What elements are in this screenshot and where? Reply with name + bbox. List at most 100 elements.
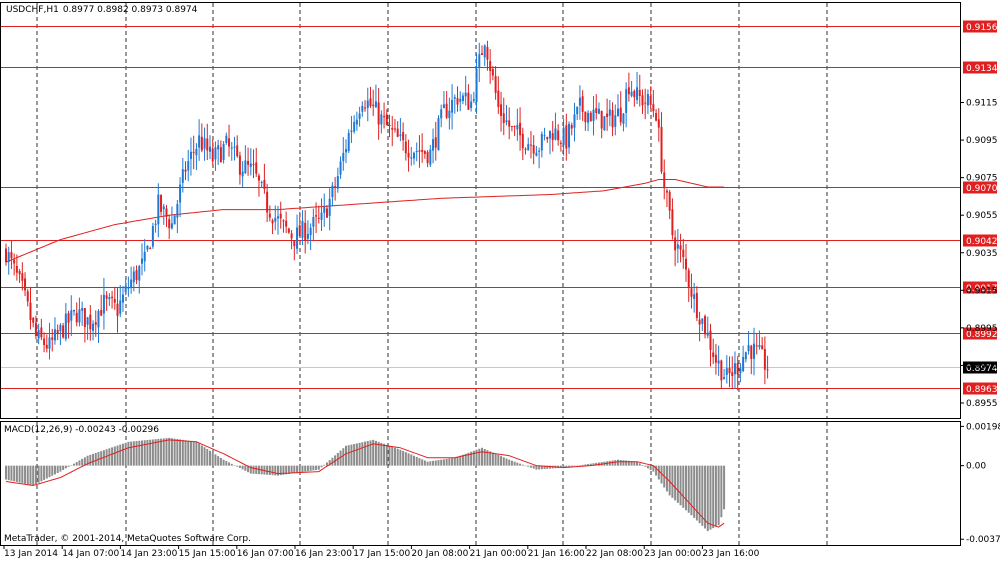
candle-body [176,203,179,218]
macd-bar [500,456,503,466]
candle-body [453,97,456,99]
macd-bar [203,447,206,466]
candle-body [739,368,742,374]
candle-body [225,135,228,143]
macd-bar [383,443,386,466]
candle-body [557,130,560,141]
candle-body [59,324,62,332]
candle-body [538,150,541,152]
candle-body [500,104,503,116]
macd-bar [655,465,658,476]
macd-bar [355,443,358,466]
macd-bar [67,465,70,467]
level-tag-label[interactable]: 0.9070 [966,184,998,194]
macd-bar [649,465,652,470]
candle-body [646,94,649,106]
candle-body [130,279,133,288]
candle-body [747,345,750,352]
level-tag-label[interactable]: 0.8992 [966,330,998,340]
macd-axis-label: 0.00 [966,462,986,472]
macd-bar [86,455,89,466]
macd-bar [527,465,530,467]
macd-bar [535,465,538,470]
macd-bar [358,442,361,466]
candle-body [755,345,758,347]
candle-body [393,128,396,130]
candle-body [489,61,492,72]
candle-body [497,90,500,108]
candle-body [758,344,761,348]
candle-body [113,299,116,303]
macd-bar [293,465,296,474]
horizontal-levels[interactable]: 0.9156 0.9134 0.9070 0.9042 0.9017 0.8992 0.89… [1,20,998,396]
macd-bar [162,438,165,466]
macd-bar [244,465,247,471]
level-tag[interactable] [963,181,997,194]
macd-bar [325,462,328,466]
candle-body [483,45,486,58]
level-tag[interactable] [963,61,997,74]
macd-bar [470,451,473,466]
candle-body [723,377,726,380]
macd-bar [391,446,394,466]
candle-body [415,151,418,153]
macd-bar [274,465,277,476]
candle-body [10,252,13,259]
candle-body [293,240,296,247]
macd-bar [581,464,584,466]
level-tag[interactable] [963,327,997,340]
candle-body [383,116,386,118]
candle-body [45,344,48,349]
candle-body [491,69,494,76]
candle-body [676,244,679,249]
candle-body [334,186,337,188]
macd-bar [657,465,660,480]
candle-body [209,146,211,152]
macd-bar [524,465,527,467]
level-tag-label[interactable]: 0.9156 [966,23,998,33]
level-tag[interactable] [963,382,997,395]
macd-bar [690,465,693,516]
candle-body [423,151,426,154]
candle-body [636,87,639,100]
candle-body [361,105,364,112]
macd-bar [192,441,195,466]
macd-bar [584,464,587,466]
level-tag-label[interactable]: 0.9017 [966,284,998,294]
macd-bar [461,454,464,466]
macd-bar [249,465,252,474]
macd-bar [195,441,198,466]
macd-bar [225,461,228,466]
macd-bar [679,465,682,506]
macd-bar [505,458,508,466]
candle-body [18,270,21,275]
level-tag[interactable] [963,234,997,247]
candle-body [478,54,481,68]
candle-body [34,322,37,336]
candle-body [516,124,519,130]
macd-bar [43,465,46,480]
macd-bar [481,447,483,466]
macd-bar [73,463,75,466]
level-tag[interactable] [963,20,997,33]
level-tag[interactable] [963,281,997,294]
candle-body [546,136,549,140]
candle-body [391,127,394,130]
candle-body [396,128,399,137]
level-tag-label[interactable]: 0.8963 [966,385,998,395]
level-tag-label[interactable]: 0.9134 [966,64,998,74]
price-label: 0.9055 [966,211,998,221]
candle-body [127,287,130,289]
candle-body [521,133,524,149]
candle-body [410,157,413,159]
macd-bar [685,465,687,511]
level-tag-label[interactable]: 0.9042 [966,237,998,247]
candle-body [440,109,443,119]
macd-bar [130,441,133,466]
candle-body [597,108,600,114]
candle-body [641,95,644,106]
macd-bar [704,465,707,529]
candle-body [402,132,405,141]
